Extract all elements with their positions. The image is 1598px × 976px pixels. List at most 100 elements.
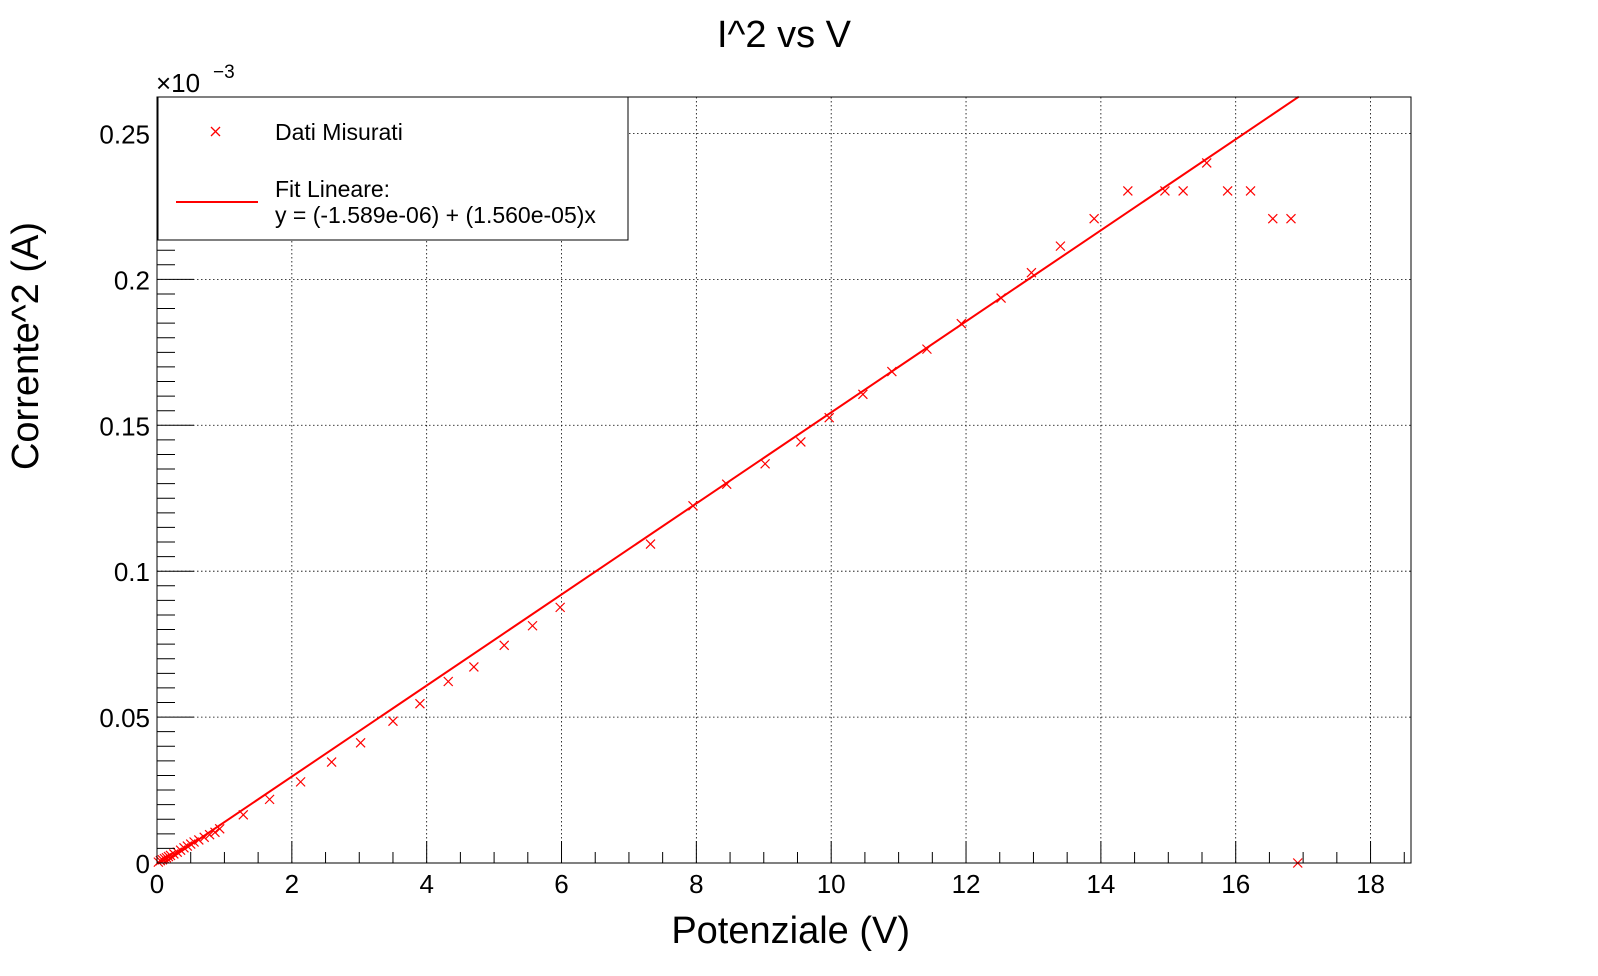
legend-label-fit-equation: y = (-1.589e-06) + (1.560e-05)x xyxy=(275,202,596,228)
x-tick-label: 2 xyxy=(285,869,299,899)
data-point xyxy=(1026,267,1037,278)
data-point xyxy=(688,500,698,511)
data-point-stroke xyxy=(555,602,566,613)
data-point xyxy=(1178,186,1189,196)
data-point xyxy=(499,640,510,651)
data-point xyxy=(1122,186,1133,196)
y-axis-title: Corrente^2 (A) xyxy=(5,222,47,470)
data-point-stroke xyxy=(199,832,210,843)
data-point xyxy=(1267,213,1278,224)
data-point-stroke xyxy=(468,661,479,672)
data-point xyxy=(238,809,249,820)
data-point xyxy=(1055,241,1066,252)
data-point xyxy=(193,835,204,845)
y-tick-label: 0.05 xyxy=(99,703,150,733)
data-point xyxy=(163,851,174,862)
data-point-stroke xyxy=(922,344,932,355)
data-point xyxy=(204,829,215,840)
legend-marker-icon xyxy=(210,126,221,137)
data-point-stroke xyxy=(1222,186,1233,196)
data-point-stroke xyxy=(214,823,225,834)
y-multiplier-base: ×10 xyxy=(156,68,200,98)
data-point-stroke xyxy=(210,827,220,838)
data-point-stroke xyxy=(645,539,656,549)
chart-title: I^2 vs V xyxy=(717,14,852,56)
y-tick-label: 0 xyxy=(136,849,150,879)
data-point-stroke xyxy=(168,849,179,859)
data-point xyxy=(760,458,771,469)
data-point xyxy=(388,716,398,727)
data-point xyxy=(824,412,835,423)
data-point xyxy=(1286,213,1296,224)
data-point xyxy=(645,539,656,549)
data-point xyxy=(168,849,179,859)
data-point xyxy=(996,293,1007,303)
data-point-stroke xyxy=(996,293,1007,303)
plot-frame xyxy=(156,96,1412,864)
data-point-stroke xyxy=(355,737,366,748)
x-tick-label: 14 xyxy=(1086,869,1115,899)
data-point-stroke xyxy=(264,794,275,805)
data-point-stroke xyxy=(1026,267,1037,278)
data-point-stroke xyxy=(688,500,698,511)
data-point xyxy=(468,661,479,672)
data-point-stroke xyxy=(1055,241,1066,252)
data-point xyxy=(415,698,425,709)
data-point xyxy=(886,366,897,377)
data-point-stroke xyxy=(857,389,868,400)
data-point xyxy=(443,676,454,687)
x-axis-title: Potenziale (V) xyxy=(671,910,910,952)
x-tick-label: 18 xyxy=(1356,869,1385,899)
data-point-stroke xyxy=(956,318,967,329)
x-tick-label: 16 xyxy=(1221,869,1250,899)
data-point-stroke xyxy=(415,698,425,709)
data-point xyxy=(795,436,806,447)
data-point xyxy=(922,344,932,355)
data-point-stroke xyxy=(326,757,337,767)
data-point xyxy=(295,776,306,787)
legend-label-data: Dati Misurati xyxy=(275,119,403,145)
data-point xyxy=(721,479,732,490)
data-points-layer xyxy=(153,158,1303,868)
data-point-stroke xyxy=(443,676,454,687)
y-tick-label: 0.25 xyxy=(99,119,150,149)
x-tick-label: 6 xyxy=(554,869,568,899)
data-point-stroke xyxy=(1267,213,1278,224)
data-point-stroke xyxy=(1178,186,1189,196)
data-point xyxy=(1222,186,1233,196)
x-tick-label: 0 xyxy=(150,869,164,899)
x-tick-label: 10 xyxy=(817,869,846,899)
data-point xyxy=(210,827,220,838)
data-point xyxy=(555,602,566,613)
data-point-stroke xyxy=(527,620,538,631)
data-point-stroke xyxy=(1201,158,1212,168)
data-point-stroke xyxy=(824,412,835,423)
data-point xyxy=(1245,186,1256,196)
x-tick-label: 12 xyxy=(952,869,981,899)
data-point xyxy=(326,757,337,767)
data-point-stroke xyxy=(760,458,771,469)
y-multiplier-exponent: −3 xyxy=(213,62,235,83)
legend-box xyxy=(157,96,629,241)
tick-labels: 0 2 4 6 8 10 12 14 16 18 0 0.05 0.1 0.15 0.2 0.25 xyxy=(99,119,1385,899)
data-point-stroke xyxy=(721,479,732,490)
data-point xyxy=(1089,213,1100,224)
data-point xyxy=(857,389,868,400)
data-point xyxy=(1201,158,1212,168)
data-point xyxy=(355,737,366,748)
data-point xyxy=(264,794,275,805)
y-tick-label: 0.15 xyxy=(99,411,150,441)
data-point-stroke xyxy=(179,842,189,853)
data-point xyxy=(1159,186,1170,196)
data-point-stroke xyxy=(163,851,174,862)
data-point xyxy=(179,842,189,853)
data-point xyxy=(165,850,176,861)
legend: Dati Misurati Fit Lineare: y = (-1.589e-… xyxy=(157,96,629,241)
legend-label-fit: Fit Lineare: xyxy=(275,176,390,202)
data-point-stroke xyxy=(1159,186,1170,196)
data-point xyxy=(214,823,225,834)
data-point xyxy=(527,620,538,631)
grid xyxy=(157,97,1411,863)
